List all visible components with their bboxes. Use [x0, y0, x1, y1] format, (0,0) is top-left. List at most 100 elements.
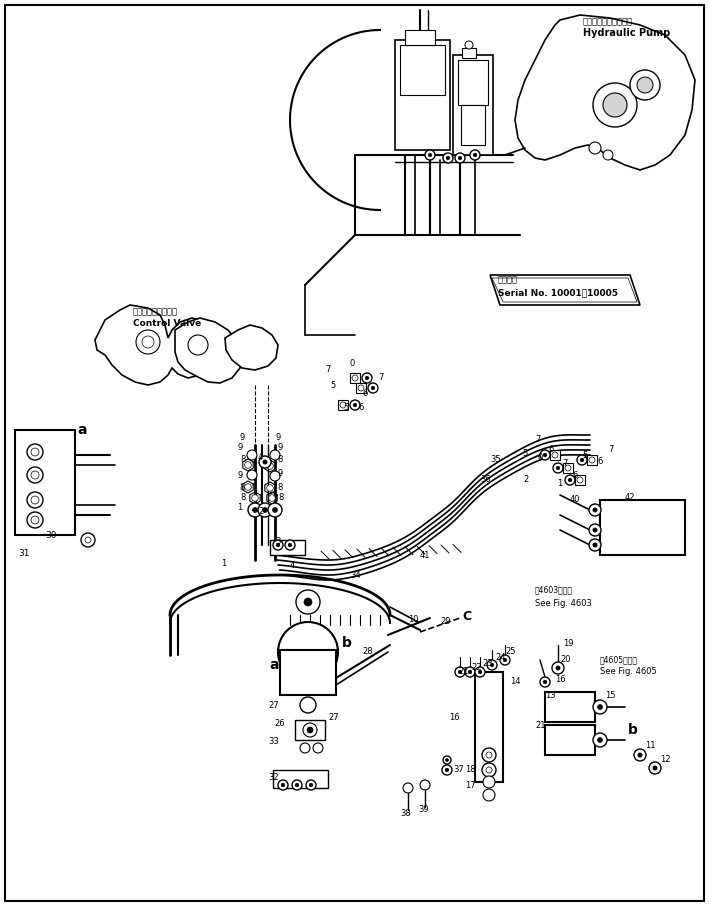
Circle shape	[268, 503, 282, 517]
Circle shape	[365, 376, 369, 380]
Bar	[395, 40, 450, 150]
Circle shape	[81, 533, 95, 547]
Text: 7: 7	[378, 373, 384, 382]
Circle shape	[350, 400, 360, 410]
Circle shape	[589, 457, 595, 463]
Text: 9: 9	[275, 433, 280, 442]
Text: 21: 21	[535, 720, 545, 729]
Circle shape	[277, 544, 280, 546]
Circle shape	[352, 375, 358, 381]
Circle shape	[259, 456, 271, 468]
Text: b: b	[342, 636, 352, 650]
Text: 42: 42	[625, 493, 635, 502]
Circle shape	[267, 485, 273, 491]
Circle shape	[142, 336, 154, 348]
Circle shape	[598, 705, 603, 709]
Circle shape	[638, 753, 642, 757]
Text: b: b	[628, 723, 638, 737]
Text: 13: 13	[545, 690, 556, 699]
Text: 16: 16	[555, 676, 566, 685]
Circle shape	[486, 752, 492, 758]
Circle shape	[589, 142, 601, 154]
Text: 7: 7	[562, 459, 567, 468]
Bar	[356, 383, 366, 393]
Text: 41: 41	[420, 551, 430, 560]
Circle shape	[309, 784, 313, 786]
Text: Control Valve: Control Valve	[133, 319, 201, 327]
Circle shape	[540, 450, 550, 460]
Text: 2: 2	[258, 507, 263, 516]
Circle shape	[552, 662, 564, 674]
Bar	[295, 720, 325, 740]
Text: See Fig. 4603: See Fig. 4603	[535, 599, 592, 608]
Text: C: C	[462, 610, 471, 622]
Circle shape	[262, 507, 267, 513]
Circle shape	[475, 667, 485, 677]
Bar	[458, 60, 488, 105]
Circle shape	[428, 153, 432, 157]
Circle shape	[603, 150, 613, 160]
Circle shape	[593, 528, 597, 532]
Bar	[575, 475, 585, 485]
Circle shape	[649, 762, 661, 774]
Circle shape	[455, 153, 465, 163]
Circle shape	[31, 496, 39, 504]
Text: 20: 20	[560, 656, 571, 664]
Text: 32: 32	[268, 774, 279, 783]
Bar	[550, 450, 560, 460]
Circle shape	[300, 743, 310, 753]
Circle shape	[188, 335, 208, 355]
Circle shape	[458, 156, 462, 159]
Text: 21: 21	[458, 668, 469, 677]
Text: 8: 8	[277, 456, 282, 465]
Text: 8: 8	[240, 456, 245, 465]
Circle shape	[470, 150, 480, 160]
Polygon shape	[95, 305, 220, 385]
Circle shape	[443, 153, 453, 163]
Text: コントロールバルブ: コントロールバルブ	[133, 307, 178, 316]
Bar	[475, 672, 503, 782]
Text: 6: 6	[358, 403, 364, 412]
Circle shape	[482, 763, 496, 777]
Polygon shape	[515, 15, 695, 170]
Text: 9: 9	[237, 470, 242, 479]
Text: 7: 7	[535, 436, 540, 445]
Circle shape	[589, 539, 601, 551]
Polygon shape	[175, 318, 242, 383]
Circle shape	[420, 780, 430, 790]
Circle shape	[443, 756, 451, 764]
Circle shape	[303, 723, 317, 737]
Circle shape	[272, 507, 277, 513]
Text: 16: 16	[450, 714, 460, 722]
Circle shape	[577, 455, 587, 465]
Circle shape	[296, 590, 320, 614]
Circle shape	[634, 749, 646, 761]
Text: a: a	[269, 658, 279, 672]
Circle shape	[136, 330, 160, 354]
Circle shape	[270, 471, 280, 481]
Circle shape	[403, 783, 413, 793]
Text: 31: 31	[18, 548, 30, 557]
Text: 2: 2	[523, 476, 528, 485]
Text: 18: 18	[465, 766, 476, 775]
Circle shape	[556, 666, 560, 670]
Circle shape	[593, 83, 637, 127]
Circle shape	[593, 733, 607, 747]
Text: 4: 4	[258, 454, 263, 462]
Circle shape	[31, 471, 39, 479]
Circle shape	[483, 776, 495, 788]
Circle shape	[603, 93, 627, 117]
Circle shape	[281, 784, 285, 786]
Circle shape	[307, 727, 313, 733]
Circle shape	[270, 450, 280, 460]
Circle shape	[543, 453, 547, 457]
Text: 5: 5	[343, 403, 348, 412]
Text: 28: 28	[362, 648, 373, 657]
Circle shape	[565, 475, 575, 485]
Text: 27: 27	[328, 714, 339, 722]
Text: 17: 17	[465, 780, 476, 789]
Text: Hydraulic Pump: Hydraulic Pump	[583, 28, 670, 38]
Circle shape	[358, 385, 364, 391]
Text: 5: 5	[330, 381, 335, 390]
Bar	[405, 30, 435, 45]
